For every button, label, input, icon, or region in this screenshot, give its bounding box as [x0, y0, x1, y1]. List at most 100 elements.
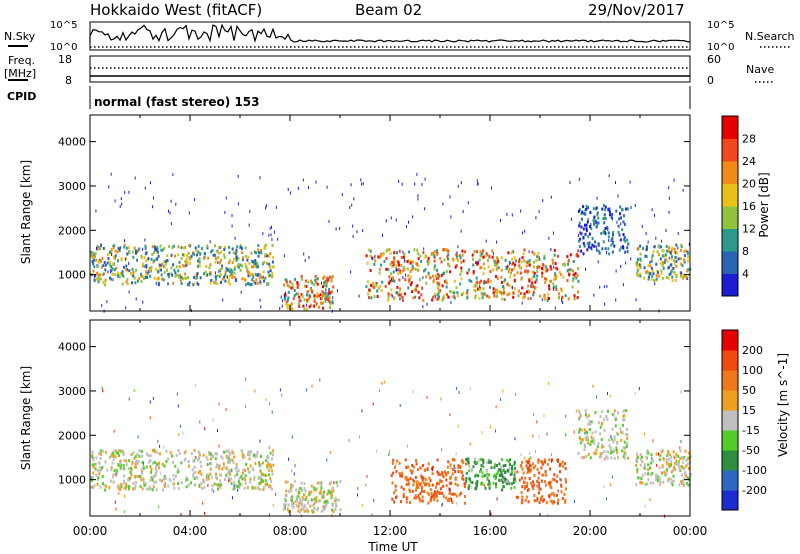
- velocity-cell: [433, 493, 436, 496]
- velocity-cell: [530, 464, 533, 468]
- power-cell: [180, 246, 183, 250]
- velocity-cell: [231, 468, 233, 472]
- velocity-cell: [592, 384, 594, 388]
- velocity-cell: [584, 413, 587, 417]
- velocity-cell: [524, 485, 527, 489]
- power-cell: [166, 268, 168, 272]
- velocity-cell: [123, 486, 126, 490]
- power-cell: [251, 278, 254, 282]
- velocity-cell: [578, 430, 581, 434]
- velocity-cell: [463, 495, 466, 498]
- power-cell: [214, 256, 217, 260]
- velocity-cell: [643, 466, 646, 470]
- power-cell: [422, 298, 425, 302]
- velocity-cell: [537, 458, 540, 462]
- velocity-cell: [583, 448, 586, 452]
- velocity-cell: [237, 469, 240, 473]
- velocity-cell: [505, 479, 508, 483]
- power-cell: [402, 276, 404, 280]
- power-cell: [538, 256, 541, 259]
- power-cell: [214, 244, 216, 248]
- power-cell: [577, 249, 580, 253]
- power-cell: [623, 236, 626, 239]
- power-cell: [302, 304, 305, 308]
- power-cell: [595, 225, 598, 229]
- velocity-cell: [320, 483, 323, 487]
- power-cell: [526, 290, 528, 294]
- power-cell: [259, 280, 262, 284]
- velocity-cell: [525, 464, 528, 468]
- velocity-cell: [422, 464, 424, 468]
- velocity-cell: [339, 508, 342, 512]
- velocity-cell: [301, 507, 304, 511]
- velocity-cell: [275, 492, 277, 496]
- velocity-cell: [291, 435, 293, 439]
- power-cell: [196, 281, 198, 285]
- power-cell: [213, 280, 216, 284]
- power-cell: [659, 245, 662, 249]
- velocity-cell: [202, 479, 205, 483]
- velocity-cell: [611, 475, 613, 479]
- velocity-cell: [665, 472, 668, 476]
- velocity-cell: [225, 467, 228, 471]
- velocity-cell: [447, 460, 450, 464]
- velocity-cell: [104, 450, 107, 454]
- velocity-cell: [503, 470, 506, 474]
- power-cell: [531, 250, 534, 254]
- power-cell: [387, 292, 390, 296]
- power-cell: [481, 296, 484, 300]
- velocity-cell: [536, 497, 539, 501]
- power-cell: [219, 272, 222, 276]
- velocity-cell: [125, 459, 128, 463]
- power-cell: [409, 275, 412, 279]
- power-cell: [436, 272, 439, 276]
- power-cell: [661, 254, 664, 258]
- velocity-cell: [104, 488, 107, 492]
- power-cell: [192, 283, 195, 287]
- power-cell: [427, 257, 430, 260]
- velocity-cell: [124, 494, 125, 498]
- power-cell: [197, 250, 200, 254]
- velocity-cell: [464, 482, 467, 486]
- velocity-cell: [457, 424, 459, 428]
- power-cell: [562, 262, 565, 266]
- power-cell: [102, 264, 105, 268]
- velocity-cell: [361, 504, 363, 508]
- velocity-cell: [393, 491, 396, 495]
- velocity-cell: [431, 472, 434, 476]
- power-cell: [267, 270, 270, 274]
- velocity-cell: [495, 485, 497, 489]
- power-cell: [538, 210, 540, 214]
- power-cell: [393, 256, 395, 260]
- velocity-cell: [232, 460, 235, 464]
- power-cell: [315, 277, 318, 281]
- velocity-cell: [486, 472, 489, 476]
- power-cell: [136, 258, 138, 262]
- power-cell: [398, 179, 400, 183]
- power-cell: [648, 275, 651, 279]
- power-cell: [542, 267, 545, 271]
- power-cell: [597, 260, 599, 264]
- velocity-cell: [544, 470, 547, 474]
- power-cell: [427, 271, 430, 275]
- power-cell: [389, 262, 392, 266]
- velocity-cell: [210, 475, 213, 479]
- velocity-cell: [641, 460, 643, 464]
- velocity-cell: [264, 459, 267, 463]
- power-cell: [119, 246, 121, 250]
- power-cell: [438, 295, 440, 299]
- velocity-cell: [427, 482, 430, 486]
- velocity-cell: [173, 486, 176, 490]
- power-cell: [244, 246, 247, 250]
- velocity-cell: [684, 471, 687, 475]
- power-cell: [177, 275, 180, 279]
- power-cell: [398, 297, 401, 301]
- power-cell: [464, 250, 467, 254]
- power-cell: [328, 289, 330, 293]
- power-cell: [462, 291, 465, 295]
- velocity-cell: [679, 446, 681, 450]
- power-cell: [287, 187, 289, 191]
- velocity-cell: [155, 469, 158, 473]
- power-cell: [188, 256, 191, 260]
